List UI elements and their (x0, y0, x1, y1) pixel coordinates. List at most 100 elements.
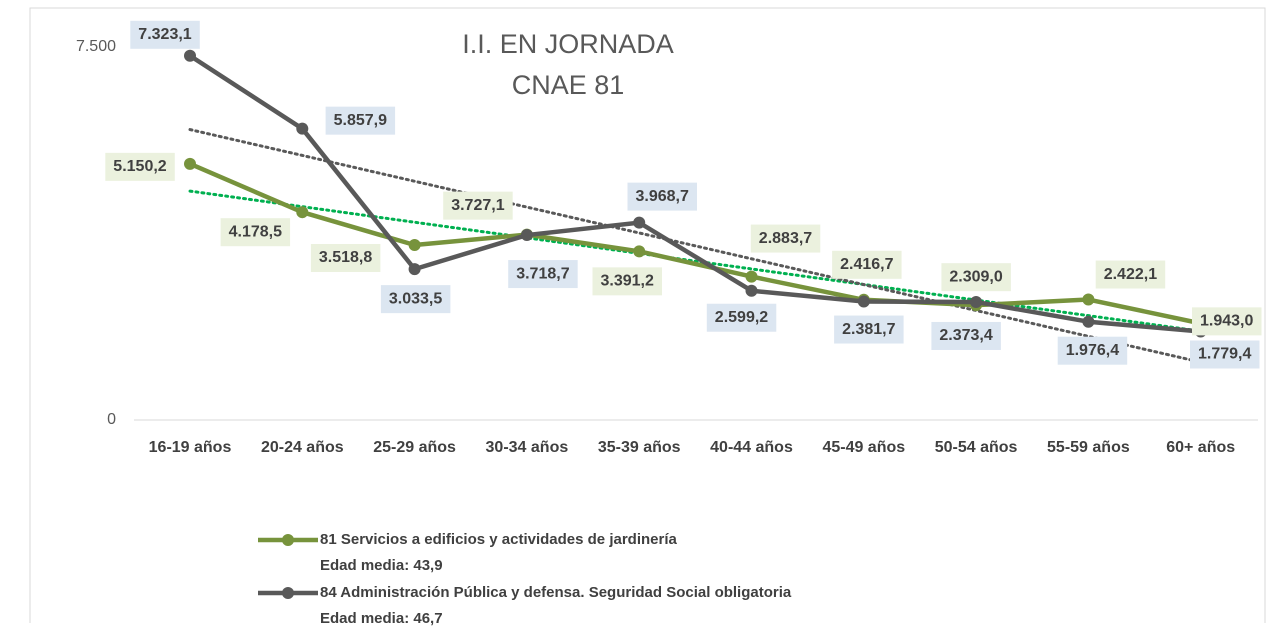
chart-subtitle: CNAE 81 (512, 70, 625, 100)
data-label-text: 4.178,5 (229, 223, 282, 240)
data-label-bg (1057, 336, 1128, 365)
data-label: 1.943,0 (1192, 307, 1262, 336)
data-label-bg (220, 218, 291, 247)
x-tick-label: 40-44 años (710, 439, 793, 456)
data-label: 1.779,4 (1190, 340, 1260, 369)
x-tick-label: 25-29 años (373, 439, 456, 456)
data-label-bg (592, 267, 662, 296)
data-label-bg (105, 152, 175, 181)
trendline (188, 128, 1203, 364)
legend-entry: 84 Administración Pública y defensa. Seg… (256, 580, 791, 632)
data-label-text: 3.968,7 (636, 188, 689, 205)
data-label-text: 5.857,9 (334, 112, 387, 129)
data-label-text: 7.323,1 (138, 26, 191, 43)
data-label-text: 2.422,1 (1104, 266, 1157, 283)
legend-marker (282, 587, 294, 599)
point (970, 295, 983, 308)
point (633, 245, 646, 258)
x-tick-label: 55-59 años (1047, 439, 1130, 456)
data-label-text: 2.309,0 (949, 268, 1002, 285)
point (745, 284, 758, 297)
data-label-bg (941, 263, 1011, 292)
data-label-bg (310, 243, 381, 272)
trendline (188, 189, 1203, 333)
data-label-text: 3.391,2 (601, 273, 654, 290)
data-label-text: 2.416,7 (840, 256, 893, 273)
data-label-text: 2.883,7 (759, 230, 812, 247)
data-label: 2.416,7 (832, 250, 902, 279)
data-label-text: 5.150,2 (113, 158, 166, 175)
data-label-text: 3.033,5 (389, 290, 442, 307)
point (408, 238, 421, 251)
data-label-bg (1192, 307, 1262, 336)
legend-icon (258, 534, 318, 546)
data-label: 3.391,2 (592, 267, 662, 296)
data-label-text: 1.779,4 (1198, 346, 1251, 363)
point (1082, 315, 1095, 328)
chart-border (29, 7, 1266, 623)
x-tick-label: 20-24 años (260, 439, 344, 456)
legend-label: 84 Administración Pública y defensa. Seg… (320, 584, 792, 627)
y-tick-label: 0 (107, 411, 116, 428)
data-label: 3.518,8 (310, 243, 381, 272)
data-label: 5.150,2 (105, 152, 175, 181)
point (520, 229, 533, 242)
data-label-bg (627, 182, 697, 211)
series-line (188, 53, 1201, 334)
data-label: 3.718,7 (508, 260, 578, 289)
data-label-bg (1190, 340, 1260, 369)
data-label-bg (750, 224, 821, 253)
data-label-text: 2.373,4 (939, 327, 992, 344)
data-label-bg (931, 321, 1001, 350)
x-tick-label: 16-19 años (148, 439, 232, 456)
data-label-text: 3.718,7 (516, 265, 569, 282)
data-label: 2.309,0 (941, 263, 1011, 292)
data-label-bg (443, 191, 513, 220)
point (184, 49, 196, 62)
data-label-bg (130, 20, 200, 49)
point (633, 216, 646, 229)
point (745, 270, 758, 283)
legend-marker (282, 534, 294, 546)
data-label-bg (832, 250, 902, 279)
data-label-text: 2.381,7 (842, 321, 895, 338)
data-label: 4.178,5 (220, 218, 291, 247)
data-label-text: 3.518,8 (319, 249, 372, 266)
data-label: 2.883,7 (750, 224, 821, 253)
data-label-bg (380, 285, 451, 314)
x-tick-label: 45-49 años (822, 439, 906, 456)
point (408, 263, 421, 276)
data-label-bg (1095, 260, 1166, 289)
point (296, 206, 309, 219)
x-tick-label: 30-34 años (485, 439, 569, 456)
data-label: 3.033,5 (380, 285, 451, 314)
legend-label: 81 Servicios a edificios y actividades d… (320, 531, 677, 574)
data-label-bg (325, 106, 396, 135)
data-label-bg (706, 303, 777, 332)
data-label-text: 2.599,2 (715, 309, 768, 326)
x-tick-label: 50-54 años (934, 439, 1018, 456)
data-label: 1.976,4 (1057, 336, 1128, 365)
legend-icon (258, 587, 318, 599)
y-tick-label: 7.500 (76, 38, 116, 55)
data-label: 2.422,1 (1095, 260, 1166, 289)
data-label: 5.857,9 (325, 106, 396, 135)
data-label-text: 1.976,4 (1066, 342, 1119, 359)
point (857, 295, 870, 308)
data-label: 2.373,4 (931, 321, 1001, 350)
data-label: 3.968,7 (627, 182, 697, 211)
point (184, 157, 196, 170)
point (1082, 293, 1095, 306)
data-label: 2.599,2 (706, 303, 777, 332)
x-tick-label: 60+ años (1166, 439, 1236, 456)
data-label: 7.323,1 (130, 20, 200, 49)
data-label: 3.727,1 (443, 191, 513, 220)
point (296, 122, 309, 135)
data-label: 2.381,7 (834, 315, 904, 344)
data-label-text: 1.943,0 (1200, 313, 1253, 330)
x-tick-label: 35-39 años (597, 439, 681, 456)
data-label-bg (508, 260, 578, 289)
chart-title: I.I. EN JORNADA (462, 29, 674, 59)
